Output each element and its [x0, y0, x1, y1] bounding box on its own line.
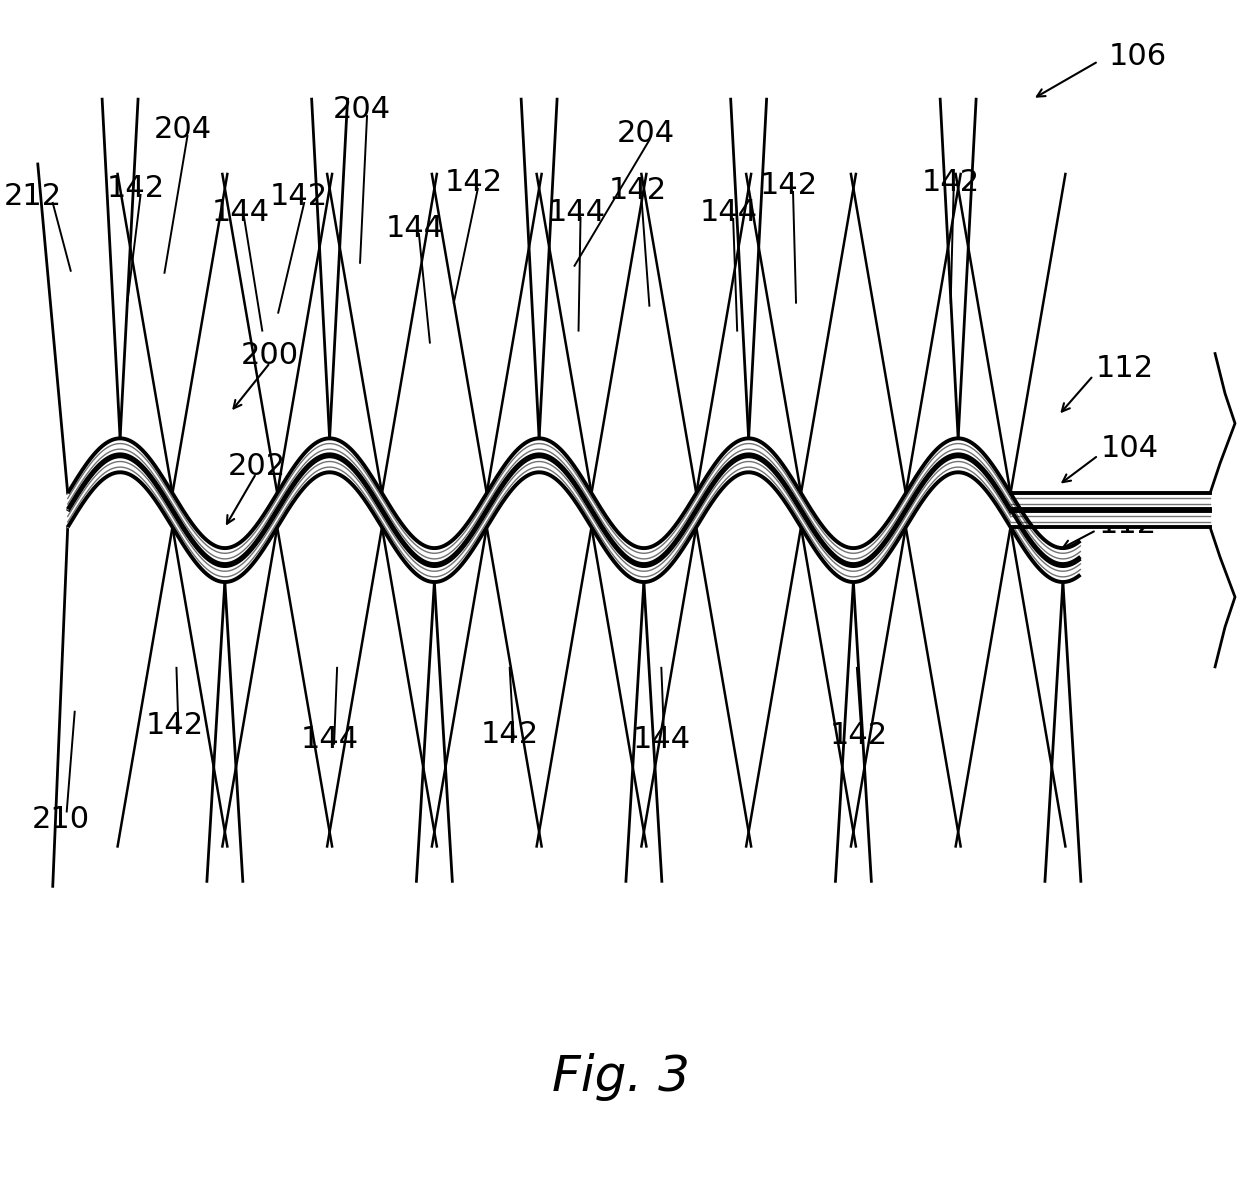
Text: 144: 144: [211, 198, 269, 228]
Text: 142: 142: [921, 168, 980, 198]
Text: 142: 142: [107, 174, 165, 204]
Text: 144: 144: [301, 725, 360, 755]
Text: 106: 106: [1109, 42, 1167, 70]
Text: 112: 112: [1099, 510, 1157, 539]
Text: 202: 202: [228, 452, 286, 480]
Text: 142: 142: [481, 720, 538, 750]
Text: 200: 200: [242, 341, 299, 370]
Text: 112: 112: [1095, 354, 1153, 383]
Text: 144: 144: [386, 215, 444, 243]
Text: 144: 144: [701, 198, 758, 228]
Text: 144: 144: [632, 725, 691, 755]
Text: Fig. 3: Fig. 3: [553, 1053, 691, 1101]
Text: 142: 142: [270, 182, 329, 211]
Text: 142: 142: [760, 172, 818, 200]
Text: 142: 142: [830, 721, 888, 750]
Text: 212: 212: [4, 182, 62, 211]
Text: 210: 210: [32, 805, 89, 834]
Text: 142: 142: [145, 712, 203, 740]
Text: 204: 204: [154, 114, 212, 143]
Text: 142: 142: [609, 176, 666, 205]
Text: 104: 104: [1100, 434, 1158, 462]
Text: 204: 204: [334, 94, 391, 124]
Text: 144: 144: [548, 198, 605, 228]
Text: 204: 204: [616, 118, 675, 148]
Text: 142: 142: [445, 168, 503, 198]
